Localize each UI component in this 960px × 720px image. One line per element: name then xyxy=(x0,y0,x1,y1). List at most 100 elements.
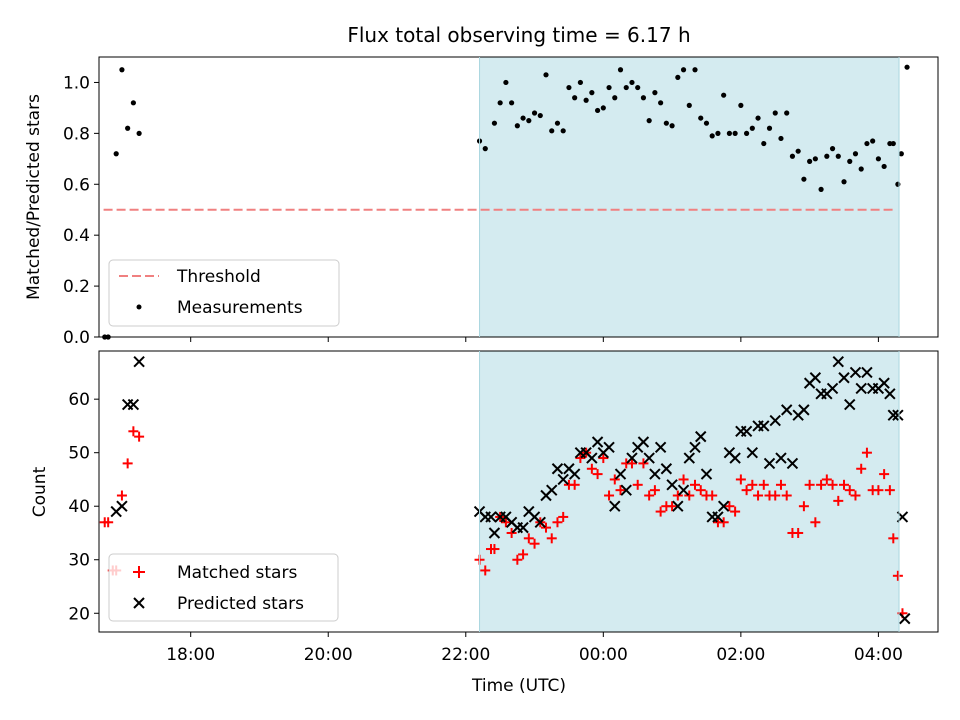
predicted-star-stroke-b xyxy=(603,441,615,454)
matched-star-point-73 xyxy=(844,485,855,496)
top-marks xyxy=(102,64,910,340)
predicted-star-stroke-b xyxy=(780,404,793,416)
predicted-star-point-42 xyxy=(683,452,695,464)
predicted-star-point-36 xyxy=(649,468,661,480)
predicted-star-point-39 xyxy=(666,479,678,491)
predicted-star-stroke-b xyxy=(769,414,781,427)
predicted-star-stroke-b xyxy=(884,388,896,400)
predicted-star-stroke-b xyxy=(591,436,604,448)
measurement-point-3 xyxy=(119,67,125,73)
bottom-y-axis: 20 30 40 50 60 xyxy=(68,390,99,624)
legend-measurements-label: Measurements xyxy=(177,298,303,318)
measurement-point-67 xyxy=(824,153,830,159)
predicted-star-point-30 xyxy=(614,468,627,480)
top-axes-frame xyxy=(98,56,939,338)
matched-star-point-62 xyxy=(781,490,792,501)
measurement-point-41 xyxy=(675,74,681,80)
predicted-star-stroke-b xyxy=(557,473,569,486)
predicted-star-point-57 xyxy=(769,414,781,427)
measurement-point-48 xyxy=(715,130,721,136)
measurement-point-56 xyxy=(761,140,767,147)
bot-xtick-label-1: 20:00 xyxy=(304,645,353,665)
matched-star-point-81 xyxy=(888,533,899,544)
matched-star-point-20 xyxy=(541,522,552,533)
predicted-star-point-48 xyxy=(717,500,730,512)
predicted-star-stroke-b xyxy=(809,372,822,384)
predicted-star-stroke-b xyxy=(899,612,911,625)
matched-star-point-40 xyxy=(655,506,666,517)
predicted-star-stroke-b xyxy=(861,366,873,379)
bot-ytick-label-2: 40 xyxy=(68,497,90,517)
predicted-star-stroke-b xyxy=(551,463,564,475)
measurement-point-77 xyxy=(881,163,887,170)
predicted-star-point-19 xyxy=(551,463,564,475)
measurement-point-79 xyxy=(890,140,896,147)
measurement-point-66 xyxy=(818,186,824,192)
measurement-point-72 xyxy=(852,151,859,157)
predicted-star-point-72 xyxy=(855,382,867,395)
top-panel: 0.0 0.2 0.4 0.6 0.8 1.0 Matched/Predicted sta… xyxy=(24,56,939,348)
matched-star-point-43 xyxy=(672,490,683,501)
matched-star-point-74 xyxy=(850,490,861,501)
predicted-star-stroke-b xyxy=(637,436,650,448)
predicted-star-point-70 xyxy=(844,398,856,411)
measurement-point-10 xyxy=(497,100,503,106)
matched-star-point-72 xyxy=(839,479,850,490)
predicted-star-point-37 xyxy=(654,441,667,454)
measurement-point-58 xyxy=(772,110,778,116)
measurement-point-43 xyxy=(686,102,692,108)
bottom-legend-box xyxy=(108,553,339,622)
top-ytick-label-5: 1.0 xyxy=(63,73,90,93)
predicted-star-point-26 xyxy=(591,436,604,448)
measurement-point-15 xyxy=(526,118,532,124)
predicted-star-stroke-b xyxy=(740,425,753,437)
predicted-star-stroke-b xyxy=(892,409,904,421)
matched-star-point-60 xyxy=(770,490,781,501)
measurement-point-20 xyxy=(554,120,561,126)
bottom-axes-frame xyxy=(98,350,939,633)
measurement-point-73 xyxy=(858,166,864,172)
matched-star-point-25 xyxy=(569,479,580,490)
measurement-point-75 xyxy=(870,138,876,144)
bot-xtick-label-3: 00:00 xyxy=(579,645,628,665)
measurement-point-8 xyxy=(482,146,488,152)
measurement-point-5 xyxy=(130,100,136,106)
top-observing-shade xyxy=(479,57,900,337)
predicted-star-point-53 xyxy=(746,446,759,459)
top-y-axis: 0.0 0.2 0.4 0.6 0.8 1.0 xyxy=(63,73,99,348)
measurement-point-13 xyxy=(514,123,520,129)
measurement-point-26 xyxy=(589,90,595,96)
bot-xtick-label-2: 22:00 xyxy=(441,645,490,665)
predicted-star-stroke-b xyxy=(127,398,140,411)
predicted-star-stroke-b xyxy=(832,355,844,368)
measurement-point-44 xyxy=(692,67,698,73)
measurement-point-39 xyxy=(663,120,669,126)
measurement-point-24 xyxy=(577,79,583,86)
measurement-point-17 xyxy=(537,112,543,119)
predicted-star-point-47 xyxy=(712,511,724,523)
matched-star-point-65 xyxy=(798,501,809,512)
predicted-star-point-55 xyxy=(758,420,770,432)
predicted-star-point-29 xyxy=(609,500,621,512)
measurement-point-49 xyxy=(721,92,727,98)
predicted-star-stroke-b xyxy=(775,452,787,464)
matched-star-point-36 xyxy=(632,479,643,490)
measurement-point-64 xyxy=(807,158,813,164)
measurement-point-37 xyxy=(652,90,658,96)
measurement-point-71 xyxy=(847,158,853,164)
predicted-star-stroke-b xyxy=(528,511,541,523)
measurement-point-69 xyxy=(835,153,841,159)
predicted-star-point-52 xyxy=(740,425,753,437)
legend-matched-swatch xyxy=(133,566,145,578)
matched-star-point-29 xyxy=(592,469,603,480)
top-x-axis xyxy=(190,337,879,342)
matched-star-point-21 xyxy=(546,533,557,544)
predicted-star-point-41 xyxy=(677,484,690,496)
matched-star-point-54 xyxy=(735,474,746,485)
predicted-star-point-79 xyxy=(892,409,904,421)
predicted-star-stroke-b xyxy=(672,500,684,512)
predicted-star-stroke-b xyxy=(614,468,627,480)
measurement-point-29 xyxy=(606,84,612,91)
measurement-point-38 xyxy=(658,100,664,106)
predicted-star-point-50 xyxy=(729,452,741,464)
